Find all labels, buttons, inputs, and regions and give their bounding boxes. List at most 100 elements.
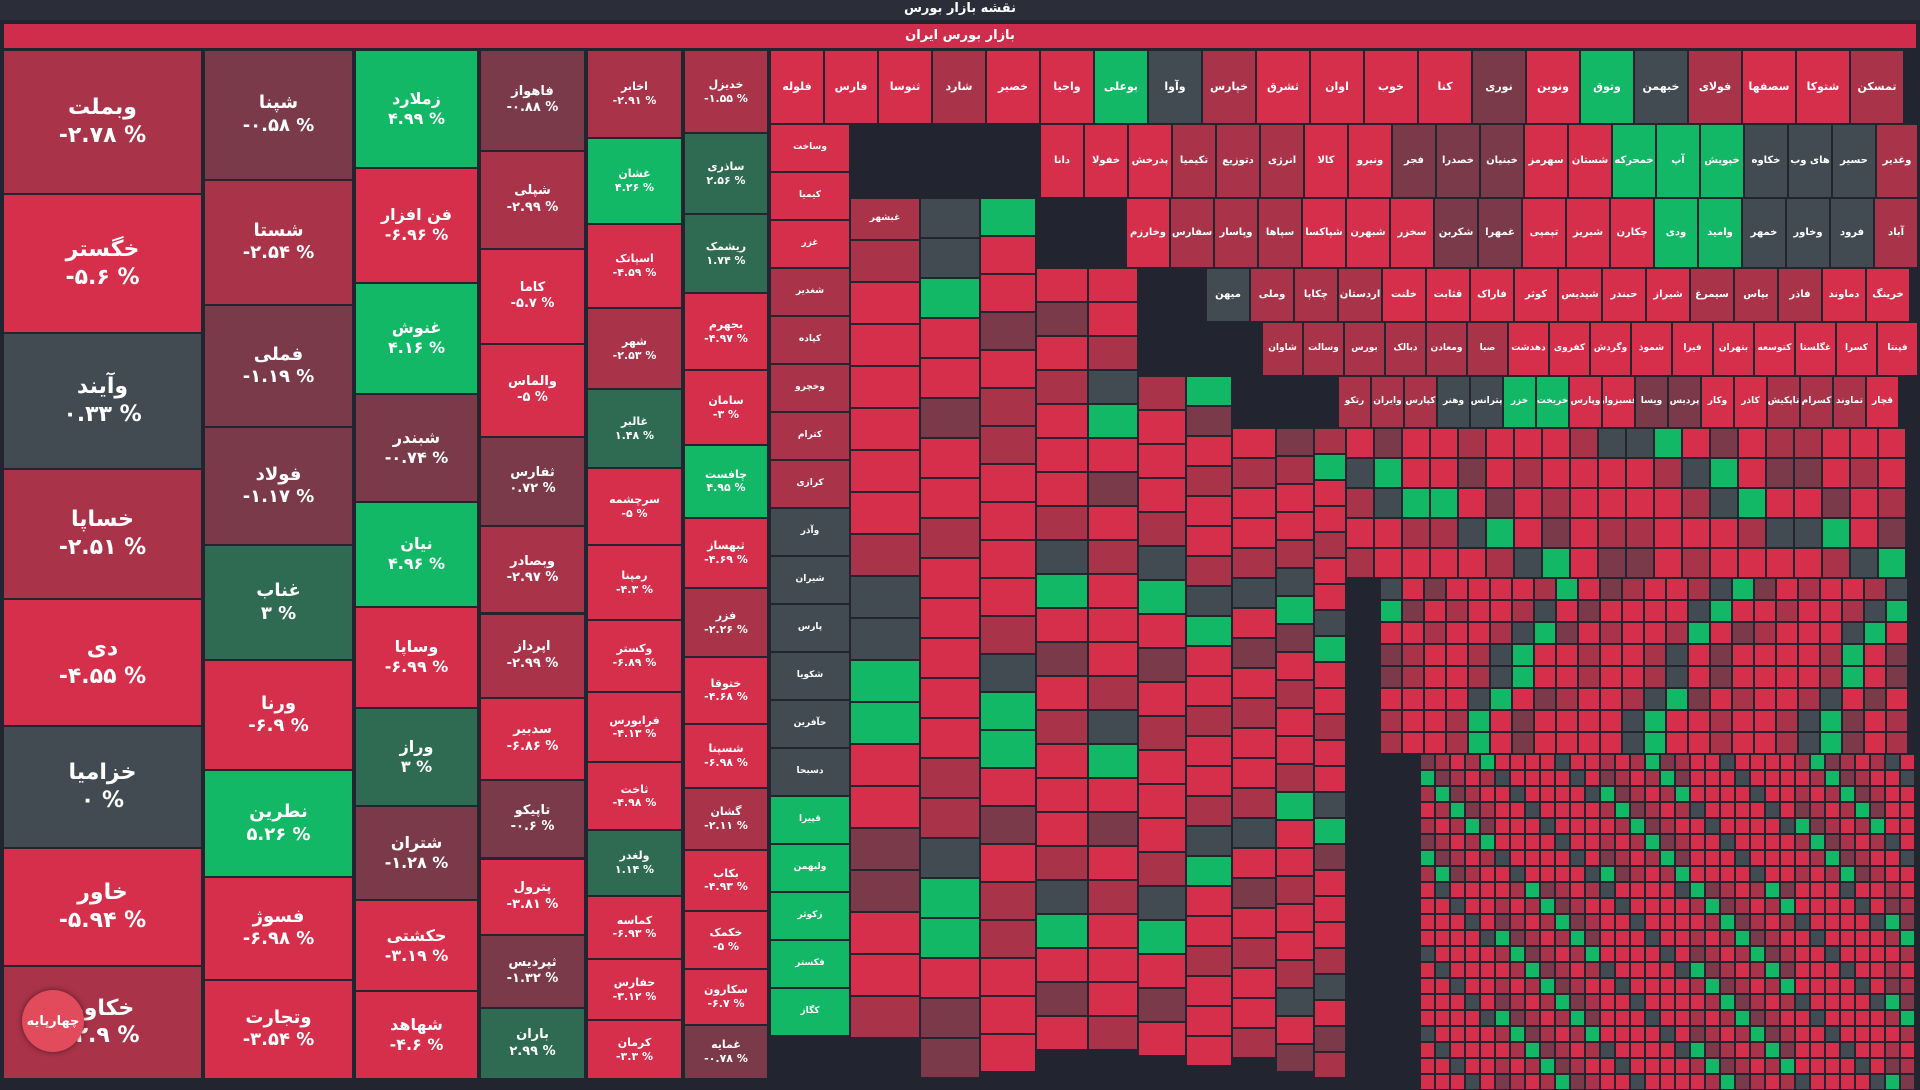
stock-tile-small[interactable] bbox=[1654, 488, 1682, 518]
stock-tile-small[interactable] bbox=[1232, 728, 1276, 758]
stock-tile-small[interactable] bbox=[1525, 962, 1540, 978]
stock-tile-small[interactable] bbox=[1088, 268, 1138, 302]
stock-tile-small[interactable] bbox=[1795, 978, 1810, 994]
stock-tile-small[interactable]: وساخت bbox=[770, 124, 850, 172]
stock-tile-small[interactable] bbox=[1870, 962, 1885, 978]
stock-tile-small[interactable] bbox=[1615, 962, 1630, 978]
stock-tile-small[interactable] bbox=[1512, 710, 1534, 732]
stock-tile-small[interactable] bbox=[1660, 930, 1675, 946]
stock-tile-small[interactable] bbox=[1468, 688, 1490, 710]
stock-tile-small[interactable] bbox=[1465, 802, 1480, 818]
stock-tile-small[interactable] bbox=[1900, 834, 1915, 850]
stock-tile-small[interactable] bbox=[1630, 914, 1645, 930]
stock-tile-small[interactable] bbox=[1820, 578, 1842, 600]
stock-tile-small[interactable] bbox=[1630, 866, 1645, 882]
stock-tile-small[interactable] bbox=[1540, 994, 1555, 1010]
stock-tile-small[interactable] bbox=[1420, 1010, 1435, 1026]
stock-tile-small[interactable] bbox=[1556, 666, 1578, 688]
stock-tile[interactable]: تاپیکو -۰.۶ % bbox=[480, 779, 585, 859]
stock-tile-small[interactable] bbox=[1534, 732, 1556, 754]
stock-tile-small[interactable] bbox=[1486, 428, 1514, 458]
stock-tile-small[interactable]: پترانس bbox=[1470, 376, 1503, 428]
stock-tile-small[interactable] bbox=[1036, 880, 1088, 914]
stock-tile-small[interactable]: وتوق bbox=[1580, 50, 1634, 124]
stock-tile-small[interactable] bbox=[1402, 732, 1424, 754]
stock-tile-small[interactable] bbox=[1720, 802, 1735, 818]
stock-tile-small[interactable] bbox=[1795, 866, 1810, 882]
stock-tile-small[interactable] bbox=[1842, 644, 1864, 666]
stock-tile-small[interactable] bbox=[1542, 518, 1570, 548]
stock-tile-small[interactable]: های وب bbox=[1788, 124, 1832, 198]
stock-tile-small[interactable] bbox=[1490, 666, 1512, 688]
stock-tile-small[interactable] bbox=[1780, 914, 1795, 930]
stock-tile[interactable]: وبصادر -۲.۹۷ % bbox=[480, 526, 585, 614]
stock-tile-small[interactable] bbox=[1510, 834, 1525, 850]
stock-tile-small[interactable] bbox=[1675, 978, 1690, 994]
stock-tile-small[interactable] bbox=[1660, 1074, 1675, 1090]
stock-tile-small[interactable] bbox=[1720, 1074, 1735, 1090]
stock-tile-small[interactable] bbox=[1660, 962, 1675, 978]
stock-tile-small[interactable] bbox=[1525, 994, 1540, 1010]
stock-tile-small[interactable]: وآذر bbox=[770, 508, 850, 556]
stock-tile-small[interactable] bbox=[1525, 850, 1540, 866]
stock-tile-small[interactable] bbox=[1374, 488, 1402, 518]
stock-tile-small[interactable] bbox=[1690, 770, 1705, 786]
stock-tile-small[interactable] bbox=[920, 278, 980, 318]
stock-tile-small[interactable] bbox=[1465, 1026, 1480, 1042]
stock-tile-small[interactable] bbox=[1232, 1028, 1276, 1058]
stock-tile[interactable]: خدیزل -۱.۵۵ % bbox=[684, 50, 768, 134]
stock-tile-small[interactable] bbox=[1480, 1058, 1495, 1074]
stock-tile-small[interactable] bbox=[1675, 882, 1690, 898]
stock-tile-small[interactable] bbox=[980, 198, 1036, 236]
stock-tile-small[interactable]: آپ bbox=[1656, 124, 1700, 198]
stock-tile-small[interactable] bbox=[1276, 428, 1314, 456]
stock-tile-small[interactable] bbox=[1750, 818, 1765, 834]
stock-tile-small[interactable] bbox=[1900, 770, 1915, 786]
stock-tile-small[interactable] bbox=[1495, 754, 1510, 770]
stock-tile-small[interactable] bbox=[1870, 1010, 1885, 1026]
stock-tile-small[interactable] bbox=[1088, 880, 1138, 914]
stock-tile-small[interactable] bbox=[850, 324, 920, 366]
stock-tile-small[interactable]: تاپکیش bbox=[1767, 376, 1800, 428]
stock-tile-small[interactable] bbox=[1435, 930, 1450, 946]
stock-tile-small[interactable] bbox=[1750, 850, 1765, 866]
stock-tile-small[interactable] bbox=[1765, 962, 1780, 978]
stock-tile-small[interactable] bbox=[1276, 1044, 1314, 1072]
stock-tile-small[interactable]: دسبحا bbox=[770, 748, 850, 796]
stock-tile-small[interactable] bbox=[1850, 428, 1878, 458]
stock-tile-small[interactable]: صبا bbox=[1467, 322, 1508, 376]
stock-tile-small[interactable] bbox=[1675, 1026, 1690, 1042]
stock-tile-small[interactable] bbox=[1870, 834, 1885, 850]
stock-tile-small[interactable] bbox=[1276, 568, 1314, 596]
stock-tile-small[interactable] bbox=[1750, 978, 1765, 994]
stock-tile-small[interactable]: سهرمز bbox=[1524, 124, 1568, 198]
stock-tile-small[interactable] bbox=[1794, 458, 1822, 488]
stock-tile-small[interactable] bbox=[1186, 916, 1232, 946]
stock-tile-small[interactable] bbox=[1446, 688, 1468, 710]
stock-tile-small[interactable] bbox=[1705, 962, 1720, 978]
stock-tile-small[interactable] bbox=[1886, 710, 1908, 732]
stock-tile-small[interactable] bbox=[1765, 786, 1780, 802]
stock-tile-small[interactable]: کسرا bbox=[1836, 322, 1877, 376]
stock-tile-small[interactable]: وایران bbox=[1371, 376, 1404, 428]
stock-tile-small[interactable]: دتوزیع bbox=[1216, 124, 1260, 198]
stock-tile-small[interactable] bbox=[1314, 714, 1346, 740]
stock-tile-small[interactable] bbox=[1870, 978, 1885, 994]
stock-tile-small[interactable]: شارد bbox=[932, 50, 986, 124]
stock-tile[interactable]: ثبهساز -۴.۶۹ % bbox=[684, 517, 768, 589]
stock-tile-small[interactable] bbox=[1735, 850, 1750, 866]
stock-tile-small[interactable] bbox=[1666, 732, 1688, 754]
stock-tile-small[interactable] bbox=[1540, 802, 1555, 818]
stock-tile-small[interactable] bbox=[1735, 1058, 1750, 1074]
stock-tile-small[interactable] bbox=[1276, 456, 1314, 484]
stock-tile-small[interactable] bbox=[1138, 750, 1186, 784]
stock-tile-small[interactable]: تماوند bbox=[1833, 376, 1866, 428]
stock-tile-small[interactable] bbox=[1486, 548, 1514, 578]
stock-tile-small[interactable] bbox=[1644, 732, 1666, 754]
stock-tile-small[interactable] bbox=[1825, 1026, 1840, 1042]
stock-tile-small[interactable] bbox=[1660, 1042, 1675, 1058]
stock-tile-small[interactable] bbox=[1855, 866, 1870, 882]
stock-tile[interactable]: فملی -۱.۱۹ % bbox=[204, 305, 353, 428]
stock-tile-small[interactable] bbox=[1885, 818, 1900, 834]
stock-tile-small[interactable] bbox=[1766, 548, 1794, 578]
